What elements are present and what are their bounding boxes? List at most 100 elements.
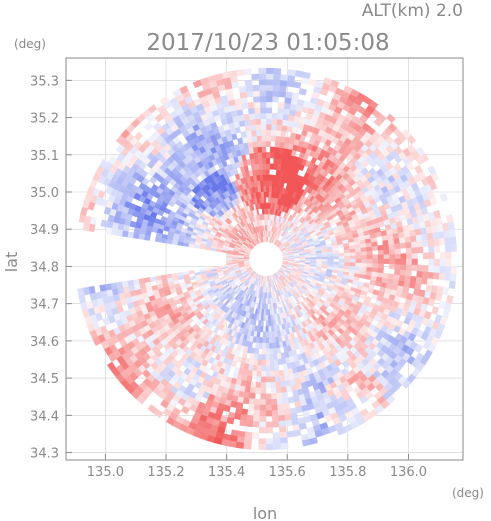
radar-cell (255, 129, 262, 137)
radar-cell (416, 246, 424, 254)
radar-cell (243, 437, 253, 444)
radar-cell (252, 84, 260, 92)
radar-cell (267, 197, 272, 204)
radar-cell (355, 258, 362, 263)
radar-cell (272, 84, 280, 92)
radar-cell (263, 314, 267, 322)
radar-cell (448, 228, 456, 238)
radar-cell (257, 157, 263, 165)
radar-cell (393, 273, 401, 281)
radar-cell (275, 381, 282, 389)
radar-cell (274, 141, 281, 148)
radar-cell (260, 325, 264, 333)
radar-cell (310, 258, 317, 262)
radar-cell (265, 101, 273, 108)
radar-cell (265, 84, 274, 91)
radar-cell (265, 157, 271, 164)
radar-cell (284, 414, 292, 421)
radar-cell (265, 326, 270, 333)
radar-cell (427, 238, 435, 247)
radar-cell (244, 431, 253, 439)
radar-cell (444, 236, 452, 246)
radar-cell (261, 152, 267, 159)
radar-cell (265, 123, 272, 131)
radar-cell (262, 343, 267, 349)
radar-cell (274, 146, 280, 154)
radar-cell (235, 441, 245, 449)
radar-cell (377, 258, 385, 264)
radar-cell (252, 90, 260, 97)
radar-cell (257, 359, 263, 366)
radar-cell (394, 268, 401, 276)
radar-cell (153, 408, 164, 418)
radar-cell (265, 376, 272, 383)
radar-cell (262, 168, 267, 176)
radar-cell (154, 236, 162, 243)
radar-cell (265, 343, 270, 349)
radar-cell (377, 267, 384, 274)
radar-cell (192, 79, 203, 89)
radar-cell (265, 208, 269, 215)
radar-cell (252, 421, 260, 428)
radar-cell (260, 135, 267, 142)
radar-cell (273, 67, 282, 75)
radar-cell (272, 73, 281, 81)
y-tick-label: 35.3 (30, 74, 59, 89)
radar-cell (444, 244, 452, 253)
radar-cell (389, 253, 396, 260)
radar-cell (247, 107, 255, 115)
radar-cell (377, 254, 385, 260)
radar-cell (272, 90, 280, 97)
radar-cell (299, 258, 306, 261)
radar-cell (269, 365, 276, 372)
radar-cell (282, 258, 289, 261)
radar-cell (249, 392, 256, 400)
radar-cell (99, 284, 107, 293)
radar-cell (265, 354, 271, 361)
radar-cell (239, 419, 248, 427)
radar-cell (253, 353, 259, 361)
lat-unit-label: (deg) (14, 37, 46, 51)
radar-cell (276, 398, 284, 405)
radar-cell (355, 262, 362, 267)
radar-cell (415, 146, 426, 157)
radar-cell (256, 370, 262, 378)
radar-cell (444, 272, 452, 282)
radar-cell (366, 250, 373, 256)
y-tick-label: 34.6 (30, 335, 59, 350)
radar-cell (228, 440, 238, 448)
radar-cell (259, 410, 267, 417)
radar-cell (265, 79, 274, 86)
radar-cell (416, 270, 424, 278)
radar-cell (338, 255, 345, 260)
radar-cell (249, 152, 255, 160)
radar-cell (439, 258, 446, 267)
radar-cell (256, 365, 263, 372)
radar-cell (251, 141, 258, 148)
radar-cell (439, 251, 446, 260)
lon-unit-label: (deg) (452, 486, 484, 500)
radar-cell (270, 387, 277, 394)
radar-cell (255, 342, 260, 349)
radar-cell (265, 73, 274, 80)
radar-cell (282, 397, 290, 405)
radar-cell (445, 251, 452, 260)
radar-cell (280, 124, 288, 132)
radar-cell (449, 273, 457, 282)
radar-cell (270, 376, 276, 383)
radar-cell (394, 258, 402, 265)
radar-cell (249, 387, 257, 394)
radar-cell (278, 147, 284, 154)
radar-cell (400, 258, 407, 265)
altitude-label: ALT(km) 2.0 (362, 1, 463, 21)
radar-cell (265, 168, 270, 176)
radar-cell (388, 263, 396, 270)
radar-cell (259, 101, 267, 108)
radar-cell (243, 442, 252, 450)
radar-cell (270, 124, 277, 131)
radar-cell (261, 365, 267, 372)
radar-cell (260, 382, 267, 389)
radar-cell (247, 409, 255, 416)
radar-cell (269, 146, 276, 153)
radar-cell (254, 347, 260, 355)
